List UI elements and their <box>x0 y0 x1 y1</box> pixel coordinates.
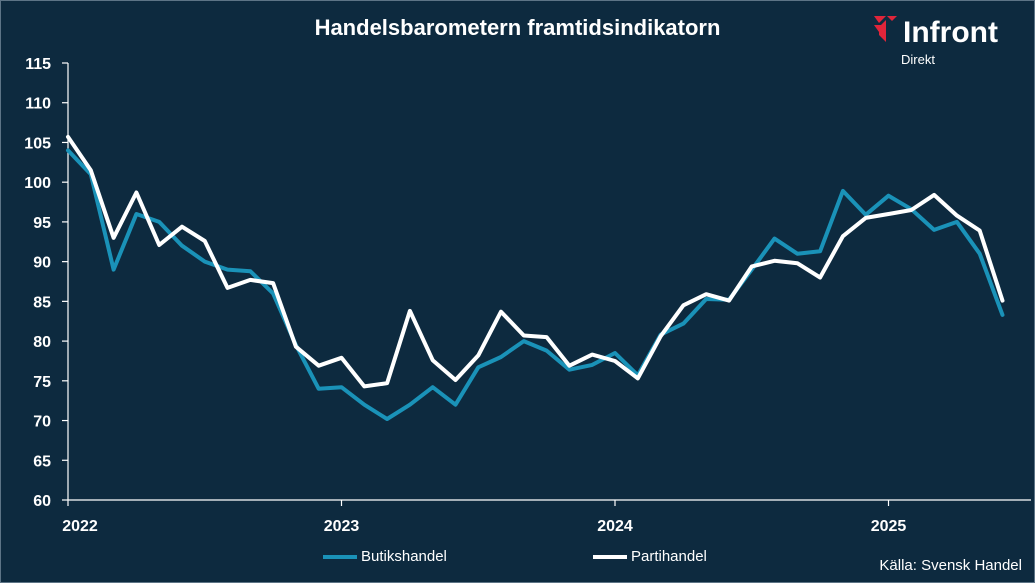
legend-label-partihandel: Partihandel <box>631 548 707 565</box>
logo-subtitle: Direkt <box>901 52 935 67</box>
legend-label-butikshandel: Butikshandel <box>361 548 447 565</box>
legend-swatch-butikshandel <box>323 554 357 559</box>
x-tick-label-2022: 2022 <box>62 518 98 535</box>
y-tick-label-105: 105 <box>24 135 51 152</box>
y-tick-label-110: 110 <box>25 96 51 113</box>
legend-item-partihandel: Partihandel <box>593 548 707 565</box>
x-tick-label-2023: 2023 <box>324 518 360 535</box>
y-tick-label-80: 80 <box>33 334 51 351</box>
infront-logo: Infront Direkt <box>873 11 1033 71</box>
y-tick-label-90: 90 <box>33 255 51 272</box>
y-tick-label-100: 100 <box>24 175 51 192</box>
y-tick-label-60: 60 <box>33 493 51 510</box>
y-tick-label-85: 85 <box>33 294 51 311</box>
series-line-partihandel <box>66 134 1005 389</box>
infront-logo-icon <box>874 16 897 42</box>
y-tick-label-115: 115 <box>25 56 51 73</box>
source-note: Källa: Svensk Handel <box>879 557 1022 574</box>
legend: Butikshandel Partihandel <box>1 548 1034 570</box>
x-tick-label-2025: 2025 <box>871 518 907 535</box>
legend-item-butikshandel: Butikshandel <box>323 548 447 565</box>
y-tick-label-65: 65 <box>33 453 51 470</box>
y-tick-label-95: 95 <box>33 215 51 232</box>
y-tick-label-70: 70 <box>33 414 51 431</box>
logo-wordmark: Infront <box>903 16 998 49</box>
y-tick-label-75: 75 <box>33 374 51 391</box>
chart-title: Handelsbarometern framtidsindikatorn <box>314 15 721 40</box>
plot-area: 60 65 70 75 80 85 90 95 100 105 110 115 2022 2023 2024… <box>24 56 1031 535</box>
x-tick-label-2024: 2024 <box>597 518 633 535</box>
series-line-butikshandel <box>66 148 1005 421</box>
legend-swatch-partihandel <box>593 554 627 559</box>
